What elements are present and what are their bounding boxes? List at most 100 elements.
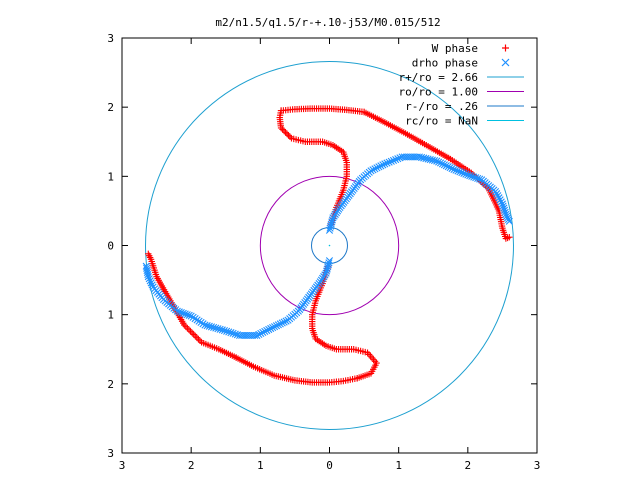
data-point xyxy=(196,337,204,344)
data-point xyxy=(145,275,153,283)
data-point xyxy=(286,133,294,141)
legend-swatch xyxy=(502,44,509,52)
data-point xyxy=(495,194,503,202)
data-point xyxy=(387,157,395,165)
data-point xyxy=(324,261,332,269)
data-point xyxy=(327,220,335,228)
data-point xyxy=(424,155,432,163)
data-point xyxy=(203,322,211,330)
data-point xyxy=(205,322,213,330)
data-point xyxy=(497,198,505,206)
data-point xyxy=(187,328,194,335)
data-point xyxy=(476,175,484,183)
x-tick-label: 0 xyxy=(326,459,333,472)
data-points xyxy=(142,105,513,386)
y-tick-label: 2 xyxy=(107,378,114,391)
data-point xyxy=(288,135,295,142)
data-point xyxy=(494,192,502,200)
data-point xyxy=(263,326,271,335)
data-point xyxy=(183,311,191,319)
data-point xyxy=(499,202,507,210)
data-point xyxy=(371,165,379,173)
data-point xyxy=(500,204,508,212)
data-point xyxy=(283,130,291,138)
data-point xyxy=(181,310,189,318)
legend-label: W phase xyxy=(432,42,478,55)
data-point xyxy=(212,324,220,332)
data-point xyxy=(470,173,478,181)
data-point xyxy=(394,155,402,163)
data-point xyxy=(323,265,331,273)
data-point xyxy=(327,222,335,230)
data-point xyxy=(472,174,480,182)
y-tick-label: 1 xyxy=(107,170,114,183)
data-point xyxy=(324,263,332,271)
legend-swatch xyxy=(501,58,510,67)
data-point xyxy=(496,196,504,204)
data-point xyxy=(325,257,334,265)
data-point xyxy=(448,164,456,173)
data-point xyxy=(462,170,470,178)
x-tick-label: 1 xyxy=(257,459,264,472)
data-point xyxy=(500,206,509,214)
data-point xyxy=(442,162,450,170)
data-point xyxy=(422,154,430,163)
data-point xyxy=(175,308,183,316)
data-point xyxy=(148,281,156,289)
data-point xyxy=(223,327,231,335)
data-point xyxy=(491,187,500,196)
data-point xyxy=(220,326,229,335)
data-point xyxy=(493,190,501,198)
data-point xyxy=(185,311,193,319)
data-point xyxy=(267,324,275,333)
data-point xyxy=(468,172,476,180)
data-point xyxy=(265,325,273,334)
legend-label: ro/ro = 1.00 xyxy=(399,86,478,99)
data-point xyxy=(456,168,464,176)
data-point xyxy=(377,162,385,170)
data-point xyxy=(426,155,434,164)
data-point xyxy=(396,154,404,162)
data-point xyxy=(328,218,336,226)
data-point xyxy=(184,324,191,332)
data-point xyxy=(325,259,333,267)
x-tick-label: 1 xyxy=(395,459,402,472)
data-point xyxy=(261,327,269,336)
data-point xyxy=(504,215,513,224)
data-point xyxy=(207,323,216,331)
data-point xyxy=(452,166,460,174)
data-point xyxy=(231,330,239,338)
x-tick-label: 2 xyxy=(188,459,195,472)
data-point xyxy=(210,323,218,332)
data-point xyxy=(464,171,472,179)
data-point xyxy=(233,331,242,339)
center-dot xyxy=(328,244,331,247)
data-point xyxy=(440,161,448,169)
data-point xyxy=(502,210,510,218)
data-point xyxy=(185,326,193,333)
data-point xyxy=(501,208,509,216)
data-point xyxy=(147,279,155,287)
data-point xyxy=(328,216,336,224)
data-point xyxy=(326,224,334,232)
data-point xyxy=(506,234,513,241)
data-point xyxy=(504,214,512,222)
data-point xyxy=(182,323,190,330)
legend-label: drho phase xyxy=(412,57,478,70)
x-tick-label: 3 xyxy=(119,459,126,472)
data-point xyxy=(142,262,150,270)
y-tick-label: 0 xyxy=(107,240,114,253)
data-point xyxy=(503,212,511,220)
data-point xyxy=(145,250,152,257)
x-tick-label: 3 xyxy=(534,459,541,472)
data-point xyxy=(278,319,286,327)
reference-circle xyxy=(145,61,514,430)
data-point xyxy=(367,167,375,175)
data-point xyxy=(446,163,454,172)
data-point xyxy=(369,166,377,174)
data-point xyxy=(284,316,292,324)
data-point xyxy=(192,332,199,340)
